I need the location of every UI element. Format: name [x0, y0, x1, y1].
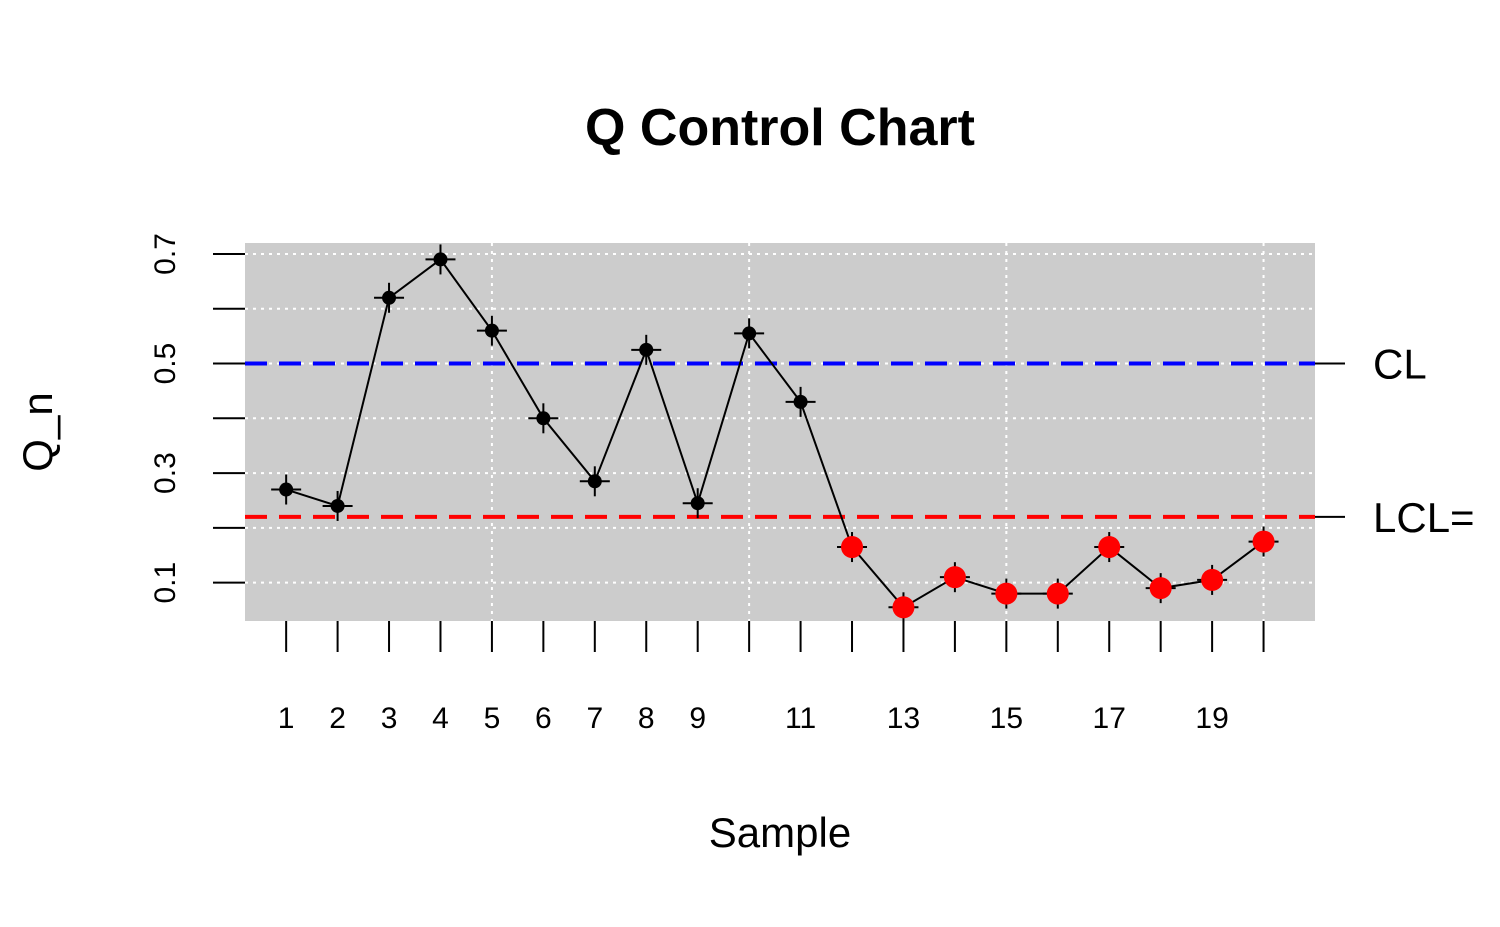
x-tick-label: 3: [381, 702, 398, 735]
point-marker-out-of-control: [1098, 536, 1121, 559]
data-point: [528, 403, 559, 434]
y-axis-title: Q_n: [14, 392, 61, 471]
data-point: [322, 490, 353, 521]
data-point: [1042, 578, 1073, 609]
x-tick-label: 2: [329, 702, 346, 735]
point-marker: [433, 252, 448, 267]
point-marker-out-of-control: [1201, 568, 1224, 591]
point-marker-out-of-control: [1149, 577, 1172, 600]
x-tick-label: 15: [990, 702, 1023, 735]
x-tick-label: 8: [638, 702, 655, 735]
point-marker: [587, 474, 602, 489]
data-point: [425, 244, 456, 275]
data-point: [682, 488, 713, 519]
data-point: [837, 532, 868, 563]
data-point: [476, 315, 507, 346]
point-marker-out-of-control: [841, 536, 864, 559]
x-axis-title: Sample: [709, 809, 851, 856]
series-layer: [271, 244, 1279, 623]
point-marker-out-of-control: [1046, 582, 1069, 605]
data-point: [579, 466, 610, 497]
x-tick-label: 9: [689, 702, 706, 735]
reference-label: CL: [1373, 341, 1427, 388]
point-marker: [330, 498, 345, 513]
x-tick-label: 6: [535, 702, 552, 735]
y-tick-label: 0.3: [149, 452, 182, 494]
data-point: [734, 318, 765, 349]
point-marker: [742, 326, 757, 341]
data-point: [1145, 573, 1176, 604]
point-marker: [793, 394, 808, 409]
point-marker: [382, 290, 397, 305]
point-marker: [484, 323, 499, 338]
data-point: [1248, 526, 1279, 557]
chart-title: Q Control Chart: [585, 99, 975, 157]
series-line: [285, 258, 1265, 609]
data-point: [374, 282, 405, 313]
x-tick-label: 4: [432, 702, 449, 735]
point-marker: [536, 411, 551, 426]
axis-layer: 0.1 0.3 0.5 0.7 1 2 3 4 5 6 7 8 9 11 13 15 17 19: [149, 233, 1265, 735]
data-point: [271, 474, 302, 505]
point-marker-out-of-control: [995, 582, 1018, 605]
x-tick-label: 11: [785, 702, 816, 735]
x-tick-label: 5: [484, 702, 501, 735]
x-tick-label: 1: [278, 702, 295, 735]
x-tick-label: 7: [586, 702, 603, 735]
data-point: [631, 334, 662, 365]
reference-label: LCL=: [1373, 494, 1475, 541]
reference-lines: CL LCL=: [245, 341, 1475, 541]
y-tick-label: 0.5: [149, 343, 182, 385]
x-tick-label: 17: [1093, 702, 1126, 735]
y-tick-label: 0.1: [149, 562, 182, 604]
data-point: [939, 562, 970, 593]
x-tick-label: 19: [1195, 702, 1228, 735]
data-point: [888, 592, 919, 623]
data-point: [785, 386, 816, 417]
y-tick-label: 0.7: [149, 233, 182, 275]
point-marker-out-of-control: [1252, 530, 1275, 553]
point-marker-out-of-control: [892, 596, 915, 619]
x-tick-label: 13: [887, 702, 920, 735]
point-marker: [639, 342, 654, 357]
data-point: [1197, 564, 1228, 595]
plot-panel: [245, 243, 1315, 621]
point-marker-out-of-control: [943, 566, 966, 589]
point-marker: [279, 482, 294, 497]
data-point: [991, 578, 1022, 609]
data-point: [1094, 532, 1125, 563]
point-marker: [690, 496, 705, 511]
